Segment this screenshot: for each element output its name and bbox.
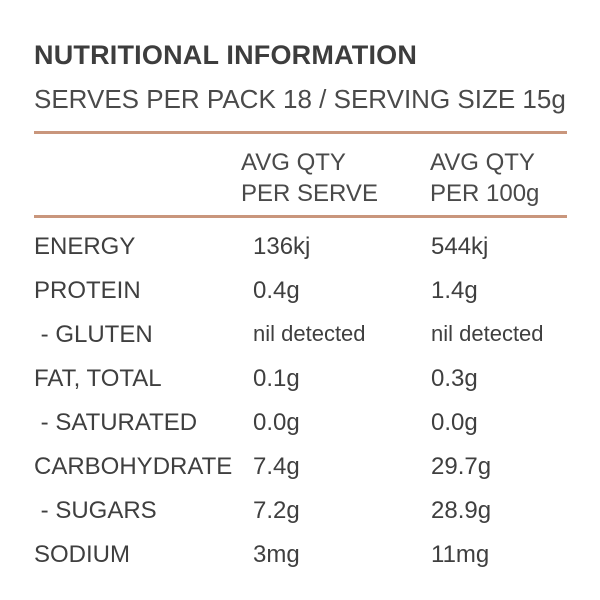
table-row-energy: ENERGY 136kj 544kj — [0, 233, 600, 273]
table-row-protein: PROTEIN 0.4g 1.4g — [0, 277, 600, 317]
value-per-100g: 1.4g — [431, 277, 478, 304]
value-per-serve: nil detected — [253, 321, 366, 346]
column-header-per-100g-line2: PER 100g — [430, 180, 540, 207]
column-header-per-serve: AVG QTY PER SERVE — [241, 147, 378, 209]
table-row-sodium: SODIUM 3mg 11mg — [0, 541, 600, 581]
nutrient-name: CARBOHYDRATE — [34, 453, 233, 480]
nutrient-name: SODIUM — [34, 541, 130, 568]
top-divider — [34, 131, 567, 134]
serving-info: SERVES PER PACK 18 / SERVING SIZE 15g — [34, 84, 566, 114]
value-per-serve: 7.4g — [253, 453, 300, 480]
table-row-sugars: - SUGARS 7.2g 28.9g — [0, 497, 600, 537]
column-header-per-100g: AVG QTY PER 100g — [430, 147, 539, 209]
header-divider — [34, 215, 567, 218]
column-header-per-serve-line2: PER SERVE — [241, 180, 378, 207]
value-per-serve: 3mg — [253, 541, 300, 568]
value-per-100g: 0.3g — [431, 365, 478, 392]
value-per-100g: 11mg — [431, 541, 490, 568]
value-per-serve: 0.1g — [253, 365, 300, 392]
nutrient-name: - GLUTEN — [34, 321, 153, 348]
value-per-serve: 0.4g — [253, 277, 300, 304]
table-row-saturated: - SATURATED 0.0g 0.0g — [0, 409, 600, 449]
value-per-serve: 7.2g — [253, 497, 300, 524]
value-per-100g: nil detected — [431, 321, 544, 346]
nutrient-name: - SATURATED — [34, 409, 198, 436]
nutrient-name: ENERGY — [34, 233, 136, 260]
value-per-100g: 28.9g — [431, 497, 492, 524]
table-row-fat-total: FAT, TOTAL 0.1g 0.3g — [0, 365, 600, 405]
value-per-100g: 0.0g — [431, 409, 478, 436]
panel-title: NUTRITIONAL INFORMATION — [34, 40, 418, 70]
value-per-serve: 0.0g — [253, 409, 300, 436]
nutrient-name: PROTEIN — [34, 277, 141, 304]
table-row-carbohydrate: CARBOHYDRATE 7.4g 29.7g — [0, 453, 600, 493]
value-per-100g: 29.7g — [431, 453, 492, 480]
nutrient-name: FAT, TOTAL — [34, 365, 162, 392]
column-header-per-serve-line1: AVG QTY — [241, 149, 346, 176]
column-header-per-100g-line1: AVG QTY — [430, 149, 535, 176]
nutrient-name: - SUGARS — [34, 497, 157, 524]
value-per-serve: 136kj — [253, 233, 311, 260]
table-row-gluten: - GLUTEN nil detected nil detected — [0, 321, 600, 361]
value-per-100g: 544kj — [431, 233, 489, 260]
